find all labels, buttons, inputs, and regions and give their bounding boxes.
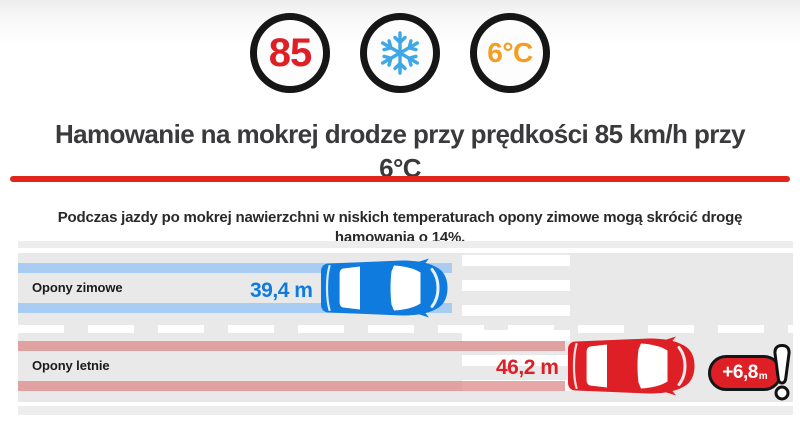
- winter-lane-stripe: [18, 303, 452, 313]
- summer-lane-stripe: [18, 381, 565, 391]
- exclamation-icon: [773, 343, 791, 401]
- summer-car-icon: [568, 336, 695, 396]
- summer-lane-stripe: [18, 341, 565, 351]
- snowflake-badge: [360, 13, 440, 93]
- winter-lane-stripe: [18, 263, 452, 273]
- road-graphic: Opony zimowe Opony letnie 39,4 m 46,2 m: [18, 240, 793, 424]
- extra-distance-unit: m: [758, 371, 768, 382]
- lane-divider-dashes: [18, 325, 793, 333]
- speed-limit-badge: 85: [250, 13, 330, 93]
- temperature-badge: 6°C: [470, 13, 550, 93]
- summer-distance-value: 46,2 m: [496, 356, 559, 379]
- summer-lane-label: Opony letnie: [32, 358, 110, 373]
- winter-distance-value: 39,4 m: [250, 279, 313, 302]
- winter-car-icon: [321, 258, 448, 318]
- temperature-value: 6°C: [487, 37, 533, 68]
- snowflake-icon: [378, 31, 422, 75]
- zebra-crossing: [462, 255, 570, 391]
- road-surface: Opony zimowe Opony letnie 39,4 m 46,2 m: [18, 253, 793, 402]
- subtitle: Podczas jazdy po mokrej nawierzchni w ni…: [57, 209, 743, 247]
- road-shoulder-bottom: [18, 406, 793, 415]
- extra-distance-value: +6,8: [722, 362, 758, 383]
- page-title: Hamowanie na mokrej drodze przy prędkośc…: [54, 119, 746, 184]
- condition-badges: 85 6°C: [0, 13, 800, 93]
- extra-distance-badge: +6,8 m: [708, 355, 782, 391]
- road-shoulder-top: [18, 241, 793, 248]
- winter-lane-label: Opony zimowe: [32, 280, 123, 295]
- speed-limit-value: 85: [268, 30, 312, 75]
- red-divider: [10, 176, 790, 182]
